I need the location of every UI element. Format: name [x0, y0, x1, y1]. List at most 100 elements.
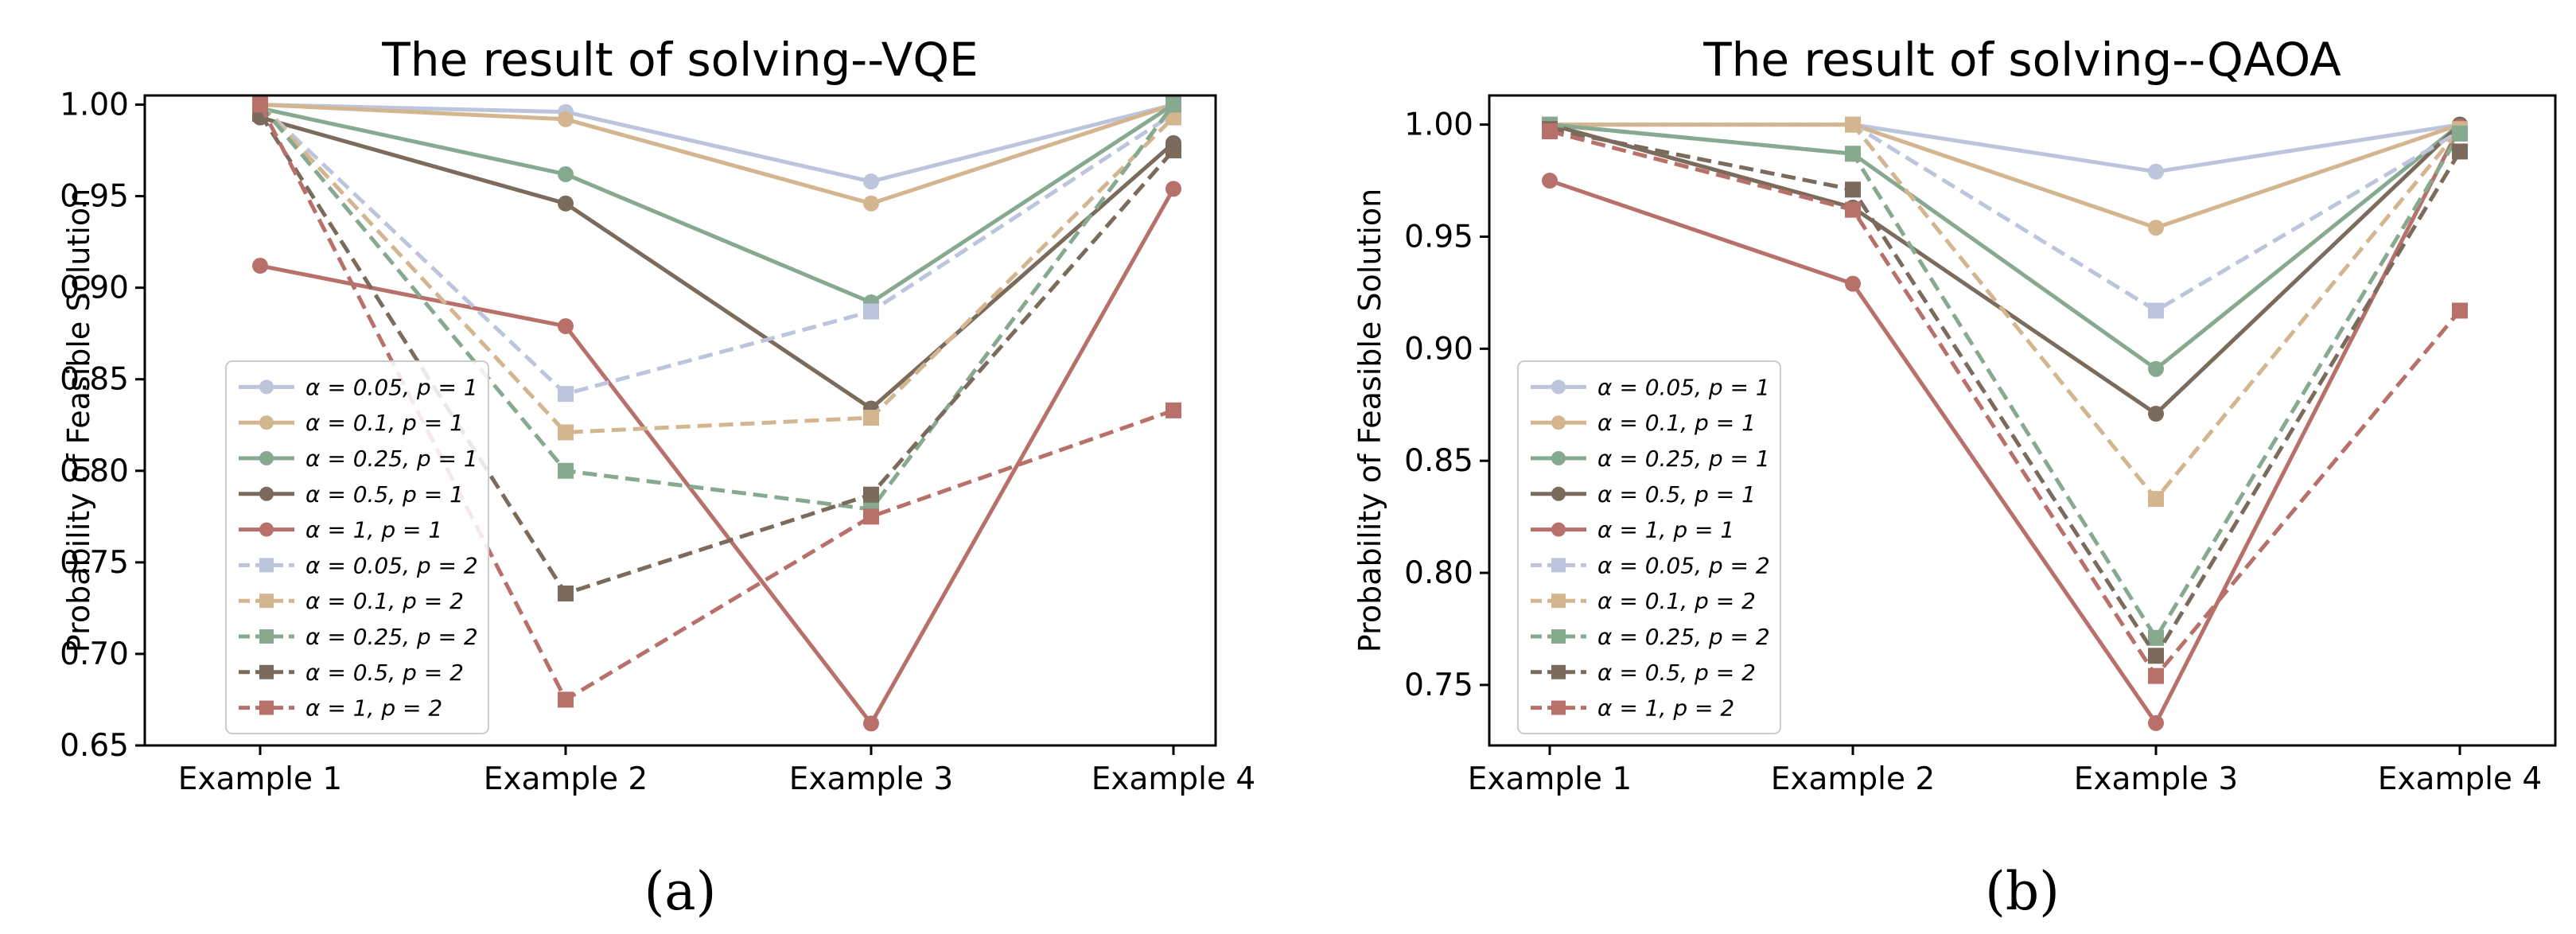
y-tick-label: 0.85	[1404, 443, 1473, 479]
legend-swatch-marker	[1551, 451, 1566, 465]
data-point	[2148, 220, 2164, 236]
data-point	[863, 410, 879, 426]
y-tick-label: 0.90	[60, 270, 129, 306]
legend-entry-label: α = 0.1, p = 1	[305, 410, 464, 436]
series-line	[1549, 126, 2462, 658]
data-point	[1845, 181, 1861, 198]
data-point	[558, 691, 574, 708]
legend-swatch-marker	[259, 700, 274, 715]
legend-entry-label: α = 0.05, p = 1	[1597, 374, 1770, 400]
y-tick-label: 0.75	[60, 545, 129, 581]
legend-box	[225, 360, 489, 734]
data-point	[2148, 406, 2164, 422]
series-3	[252, 96, 1181, 311]
y-tick-label: 1.00	[60, 88, 129, 123]
legend-entry-label: α = 1, p = 1	[1597, 517, 1734, 543]
data-point	[2452, 125, 2468, 142]
data-point	[1845, 275, 1861, 292]
legend-swatch-marker	[259, 379, 274, 395]
data-point	[558, 424, 574, 441]
x-tick-label: Example 2	[1771, 761, 1935, 797]
plot-frame	[1488, 94, 2557, 747]
data-point	[1165, 142, 1181, 159]
series-9	[252, 106, 1181, 601]
chart-title: The result of solving--QAOA	[1702, 33, 2341, 87]
data-point	[1845, 201, 1861, 218]
legend: α = 0.05, p = 1 α = 0.1, p = 1 α = 0.25, p…	[225, 360, 489, 734]
legend-swatch-marker	[1551, 629, 1566, 644]
series-line	[259, 103, 1175, 305]
legend-swatch-marker	[1551, 700, 1566, 715]
legend-entry-label: α = 1, p = 2	[1597, 695, 1734, 722]
panel-label: (b)	[1985, 861, 2060, 922]
chart-panel-0: The result of solving--VQE 0.65 0.70 0.75 0.…	[60, 33, 1255, 922]
legend-entry-label: α = 0.1, p = 1	[1597, 410, 1756, 436]
data-point	[252, 258, 268, 274]
legend-entry-label: α = 0.1, p = 2	[1597, 588, 1756, 614]
data-point	[1165, 402, 1181, 418]
data-point	[2148, 491, 2164, 508]
series-line	[1550, 123, 2461, 501]
data-point	[1165, 181, 1181, 197]
panel-label: (a)	[644, 861, 717, 922]
series-line	[259, 115, 1175, 411]
legend-entry-label: α = 0.05, p = 2	[1597, 552, 1770, 578]
series-line	[259, 188, 1176, 726]
series-line	[259, 103, 1174, 184]
series-5	[252, 181, 1181, 732]
data-point	[558, 165, 574, 182]
x-tick-label: Example 3	[2074, 761, 2238, 797]
legend-entry-label: α = 0.05, p = 2	[305, 552, 478, 578]
legend-entry-label: α = 1, p = 2	[305, 695, 442, 722]
legend-swatch-marker	[259, 593, 274, 609]
legend-swatch-marker	[259, 451, 274, 465]
legend-entry-label: α = 0.5, p = 2	[1597, 660, 1756, 686]
data-point	[2148, 667, 2164, 684]
y-tick-label: 0.90	[1404, 331, 1473, 367]
data-point	[2452, 302, 2468, 319]
data-point	[2452, 143, 2468, 160]
series-line	[258, 112, 1175, 596]
data-point	[2148, 714, 2164, 731]
data-point	[2148, 360, 2164, 377]
series-line	[259, 103, 1174, 206]
data-point	[1165, 96, 1181, 113]
y-tick-label: 1.00	[1404, 107, 1473, 143]
series-8	[1542, 116, 2468, 646]
series-line	[1549, 123, 2462, 640]
series-line	[259, 103, 1176, 512]
data-point	[863, 508, 879, 525]
series-line	[1549, 129, 2461, 679]
data-point	[558, 585, 574, 601]
data-point	[558, 195, 574, 212]
data-point	[863, 195, 879, 212]
y-axis-label: Probability of Feasible Solution	[61, 189, 96, 652]
data-point	[2148, 163, 2164, 180]
legend-swatch-marker	[1551, 664, 1566, 679]
legend-swatch-marker	[1551, 522, 1566, 537]
legend-swatch-marker	[1551, 415, 1566, 430]
legend-entry-label: α = 0.25, p = 1	[1597, 446, 1770, 472]
y-axis-label: Probability of Feasible Solution	[1352, 189, 1387, 652]
x-tick-label: Example 1	[178, 761, 342, 797]
legend-swatch-marker	[259, 522, 274, 537]
x-tick-label: Example 2	[484, 761, 648, 797]
data-point	[2148, 648, 2164, 664]
x-tick-label: Example 4	[1091, 761, 1255, 797]
legend-entry-label: α = 0.25, p = 1	[305, 446, 478, 472]
data-point	[2148, 629, 2164, 646]
data-point	[1165, 109, 1181, 126]
legend-swatch-marker	[259, 629, 274, 644]
data-point	[863, 486, 879, 503]
legend-swatch-marker	[259, 415, 274, 430]
legend-box	[1517, 360, 1781, 734]
legend-entry-label: α = 0.5, p = 1	[1597, 481, 1756, 508]
y-tick-label: 0.80	[60, 453, 129, 489]
data-point	[558, 111, 574, 127]
legend-entry-label: α = 1, p = 1	[305, 517, 442, 543]
legend-swatch-marker	[259, 486, 274, 501]
data-point	[2148, 302, 2164, 319]
data-point	[558, 317, 574, 334]
y-tick-label: 0.95	[1404, 219, 1473, 255]
